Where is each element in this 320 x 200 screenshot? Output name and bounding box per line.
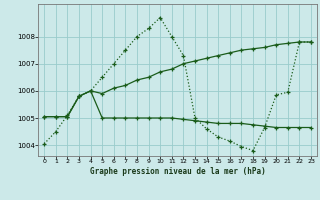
X-axis label: Graphe pression niveau de la mer (hPa): Graphe pression niveau de la mer (hPa)	[90, 167, 266, 176]
